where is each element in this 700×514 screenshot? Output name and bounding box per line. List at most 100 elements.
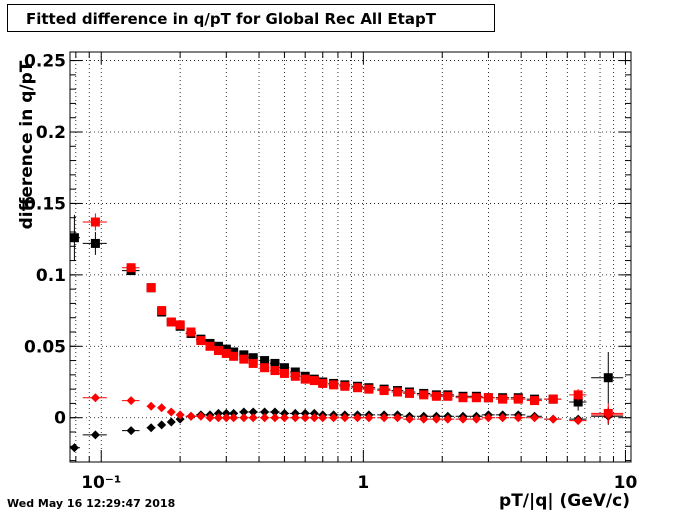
data-point bbox=[126, 426, 136, 436]
data-point bbox=[166, 407, 176, 417]
data-point bbox=[260, 356, 270, 366]
data-point bbox=[498, 394, 508, 404]
data-point bbox=[196, 336, 206, 346]
data-point bbox=[471, 393, 481, 403]
data-point bbox=[548, 394, 558, 404]
data-point bbox=[309, 376, 319, 386]
chart-title-box: Fitted difference in q/pT for Global Rec… bbox=[7, 4, 495, 32]
data-point bbox=[239, 413, 249, 423]
axis-ticks bbox=[70, 52, 631, 462]
data-point bbox=[300, 413, 310, 423]
data-point bbox=[471, 414, 481, 424]
data-point bbox=[157, 420, 167, 430]
timestamp: Wed May 16 12:29:47 2018 bbox=[7, 497, 176, 510]
data-point bbox=[213, 346, 223, 356]
data-point bbox=[270, 366, 280, 376]
data-point bbox=[248, 413, 258, 423]
data-point bbox=[329, 380, 339, 390]
data-point bbox=[248, 353, 258, 363]
data-point bbox=[300, 374, 310, 384]
data-point bbox=[205, 413, 215, 423]
data-point bbox=[603, 410, 613, 420]
data-point bbox=[573, 390, 583, 400]
grid-lines bbox=[70, 52, 631, 462]
data-point bbox=[221, 413, 231, 423]
data-point bbox=[146, 283, 156, 293]
data-point bbox=[364, 384, 374, 394]
data-point bbox=[186, 411, 196, 421]
data-point bbox=[483, 393, 493, 403]
data-point bbox=[404, 414, 414, 424]
data-points bbox=[69, 213, 624, 453]
data-point bbox=[393, 387, 403, 397]
data-point bbox=[166, 317, 176, 327]
data-point bbox=[458, 393, 468, 403]
data-point bbox=[530, 413, 540, 423]
data-point bbox=[90, 393, 100, 403]
x-tick-label: 1 bbox=[357, 473, 369, 493]
data-point bbox=[146, 423, 156, 433]
series-0 bbox=[69, 214, 624, 411]
data-point bbox=[573, 397, 583, 407]
x-tick-label: 10⁻¹ bbox=[81, 473, 121, 493]
y-tick-label: 0.2 bbox=[36, 123, 66, 143]
data-point bbox=[329, 413, 339, 423]
data-point bbox=[146, 401, 156, 411]
data-point bbox=[69, 233, 79, 243]
data-point bbox=[90, 430, 100, 440]
data-point bbox=[364, 413, 374, 423]
data-point bbox=[548, 414, 558, 424]
data-point bbox=[443, 391, 453, 401]
data-point bbox=[404, 388, 414, 398]
data-point bbox=[90, 217, 100, 227]
series-3 bbox=[82, 393, 624, 426]
tick-labels: 10⁻¹ 1 10 0 0.05 0.1 0.15 0.2 0.25 bbox=[24, 52, 637, 493]
x-tick-label: 10 bbox=[614, 473, 638, 493]
data-point bbox=[340, 381, 350, 391]
data-point bbox=[196, 411, 206, 421]
series-2 bbox=[69, 407, 624, 453]
chart-title: Fitted difference in q/pT for Global Rec… bbox=[26, 10, 436, 28]
data-point bbox=[175, 410, 185, 420]
data-point bbox=[513, 413, 523, 423]
data-point bbox=[270, 358, 280, 368]
y-tick-label: 0.05 bbox=[24, 337, 66, 357]
data-point bbox=[419, 414, 429, 424]
data-point bbox=[175, 320, 185, 330]
data-point bbox=[431, 391, 441, 401]
data-point bbox=[573, 416, 583, 426]
data-point bbox=[443, 414, 453, 424]
data-point bbox=[318, 413, 328, 423]
data-point bbox=[353, 413, 363, 423]
data-point bbox=[393, 413, 403, 423]
data-point bbox=[229, 351, 239, 361]
y-tick-label: 0.1 bbox=[36, 266, 66, 286]
data-point bbox=[340, 413, 350, 423]
data-point bbox=[229, 413, 239, 423]
plot-frame bbox=[69, 51, 632, 463]
data-point bbox=[279, 363, 289, 373]
x-axis-label: pT/|q| (GeV/c) bbox=[499, 491, 630, 511]
data-point bbox=[239, 407, 249, 417]
data-point bbox=[126, 263, 136, 273]
data-point bbox=[260, 407, 270, 417]
data-point bbox=[458, 414, 468, 424]
data-point bbox=[603, 373, 613, 383]
data-point bbox=[126, 396, 136, 406]
data-point bbox=[290, 371, 300, 381]
y-tick-label: 0.25 bbox=[24, 52, 66, 72]
data-point bbox=[157, 306, 167, 316]
data-point bbox=[513, 394, 523, 404]
data-point bbox=[353, 383, 363, 393]
data-point bbox=[90, 238, 100, 248]
data-point bbox=[379, 386, 389, 396]
series-1 bbox=[82, 213, 624, 424]
data-point bbox=[260, 413, 270, 423]
data-point bbox=[248, 358, 258, 368]
data-point bbox=[260, 363, 270, 373]
data-point bbox=[239, 354, 249, 364]
data-point bbox=[279, 368, 289, 378]
y-axis-label: difference in q/pT bbox=[17, 60, 37, 230]
data-point bbox=[166, 417, 176, 427]
data-point bbox=[270, 413, 280, 423]
